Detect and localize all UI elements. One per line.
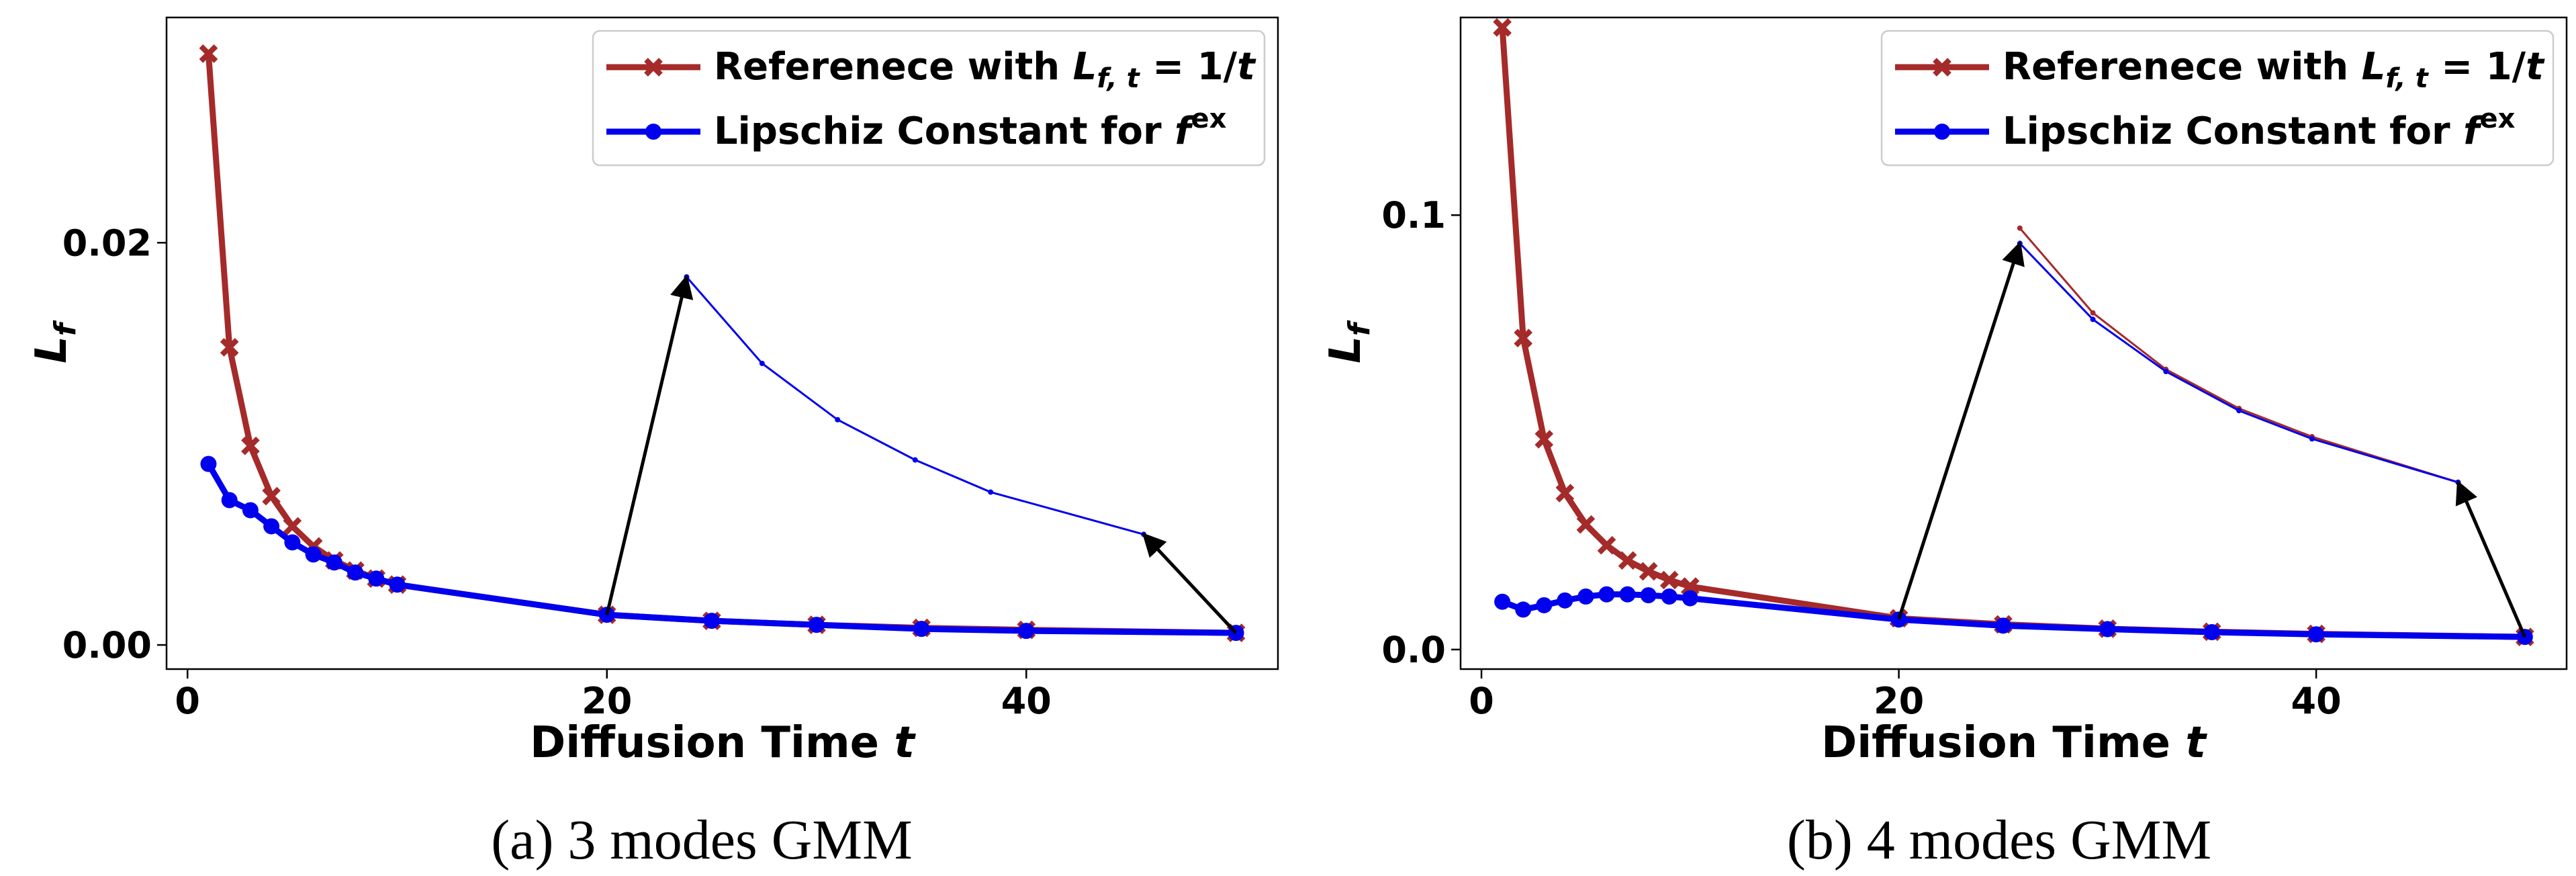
data-point-circle-marker — [1890, 611, 1907, 628]
annotation-arrow — [1897, 240, 2025, 620]
chart-panel-1: 0 20 40 0.00 0.02 Diffusion Time t Lf Referenec… — [27, 16, 1279, 871]
zoom-point — [988, 489, 994, 495]
data-point-circle-marker — [1598, 586, 1615, 603]
data-point-circle-marker — [2203, 624, 2220, 641]
data-point-circle-marker — [284, 534, 301, 551]
zoom-point — [2090, 316, 2096, 322]
data-point-x-marker — [220, 338, 239, 357]
plot-frame — [165, 16, 1279, 670]
legend-marker-x — [644, 58, 663, 77]
data-point-circle-marker — [809, 617, 825, 633]
zoom-point — [912, 457, 918, 463]
zoom-line-0 — [2019, 227, 2458, 484]
legend-entry-1: Referenece with Lf, t = 1/t — [714, 45, 1256, 94]
data-point-circle-marker — [1536, 597, 1553, 613]
zoom-point — [759, 360, 765, 366]
data-point-circle-marker — [1515, 601, 1532, 618]
data-point-circle-marker — [1619, 586, 1636, 603]
data-point-x-marker — [262, 486, 281, 506]
data-point-circle-marker — [263, 518, 280, 535]
data-point-circle-marker — [1494, 593, 1511, 610]
y-tick-label: 0.02 — [62, 222, 152, 264]
data-point-circle-marker — [1661, 588, 1677, 605]
data-point-circle-marker — [2308, 626, 2325, 643]
data-point-circle-marker — [200, 455, 217, 472]
series-line-lipschitz — [1501, 591, 2525, 640]
data-point-circle-marker — [1577, 588, 1594, 605]
figure-caption: (a) 3 modes GMM — [491, 809, 913, 871]
data-point-x-marker — [1493, 18, 1512, 37]
data-point-x-marker — [1555, 484, 1575, 502]
legend-marker-circle — [645, 124, 661, 140]
data-point-circle-marker — [347, 564, 364, 581]
chart-panel-2: 0 20 40 0.0 0.1 Diffusion Time t Lf Referenece … — [1321, 16, 2568, 871]
plot-frame — [1459, 16, 2568, 670]
data-point-circle-marker — [305, 546, 322, 563]
data-point-x-marker — [1639, 562, 1658, 581]
data-point-circle-marker — [368, 570, 385, 587]
x-axis-label: Diffusion Time t — [1821, 718, 2207, 768]
data-point-circle-marker — [1682, 590, 1698, 607]
data-point-x-marker — [1659, 570, 1679, 590]
data-point-x-marker — [199, 44, 218, 63]
data-point-circle-marker — [1640, 587, 1657, 604]
legend-box — [1880, 30, 2555, 167]
data-point-x-marker — [283, 517, 302, 536]
x-tick-label: 0 — [175, 680, 200, 722]
annotation-arrow — [605, 274, 694, 615]
zoom-point — [835, 417, 841, 423]
legend-box — [592, 30, 1266, 167]
y-tick-label: 0.00 — [62, 624, 152, 666]
data-point-circle-marker — [2099, 621, 2116, 638]
x-tick-label: 40 — [2291, 680, 2342, 722]
annotation-arrow — [1142, 532, 1238, 634]
zoom-point — [2163, 369, 2169, 375]
y-axis-label: Lf — [27, 320, 83, 363]
annotation-arrow — [2455, 480, 2527, 638]
y-tick-label: 0.1 — [1381, 194, 1446, 236]
legend-entry-1: Referenece with Lf, t = 1/t — [2003, 45, 2545, 94]
legend-entry-2: Lipschiz Constant for fex — [714, 103, 1227, 153]
legend-entry-2: Lipschiz Constant for fex — [2003, 103, 2516, 153]
x-tick-label: 40 — [1001, 680, 1052, 722]
legend-marker-circle — [1934, 124, 1950, 140]
data-point-x-marker — [1681, 577, 1700, 596]
data-point-circle-marker — [913, 621, 930, 638]
data-point-x-marker — [1597, 535, 1616, 555]
y-tick-label: 0.0 — [1381, 629, 1446, 671]
data-point-circle-marker — [703, 613, 720, 629]
zoom-point — [2309, 436, 2315, 442]
legend-marker-x — [1933, 58, 1951, 77]
data-point-circle-marker — [389, 576, 406, 593]
zoom-point — [2017, 225, 2023, 231]
data-point-x-marker — [1618, 551, 1637, 570]
zoom-line-1 — [686, 276, 1144, 535]
data-point-circle-marker — [1994, 617, 2011, 634]
data-point-x-marker — [241, 436, 260, 455]
data-point-circle-marker — [221, 492, 238, 509]
data-point-circle-marker — [242, 502, 259, 519]
data-point-x-marker — [1514, 328, 1533, 348]
zoom-point — [2090, 310, 2096, 316]
x-tick-label: 20 — [582, 680, 632, 722]
x-tick-label: 20 — [1874, 680, 1924, 722]
series-line-lipschitz — [205, 462, 1236, 636]
x-axis-label: Diffusion Time t — [530, 718, 916, 768]
x-tick-label: 0 — [1469, 680, 1494, 722]
data-point-x-marker — [1576, 515, 1596, 534]
data-point-x-marker — [1534, 430, 1554, 449]
zoom-line-1 — [2019, 243, 2458, 484]
figure-caption: (b) 4 modes GMM — [1787, 809, 2211, 871]
zoom-point — [2236, 408, 2242, 414]
data-point-circle-marker — [326, 554, 342, 571]
y-axis-label: Lf — [1321, 320, 1377, 363]
data-point-circle-marker — [1018, 623, 1035, 640]
data-point-circle-marker — [1557, 592, 1573, 609]
